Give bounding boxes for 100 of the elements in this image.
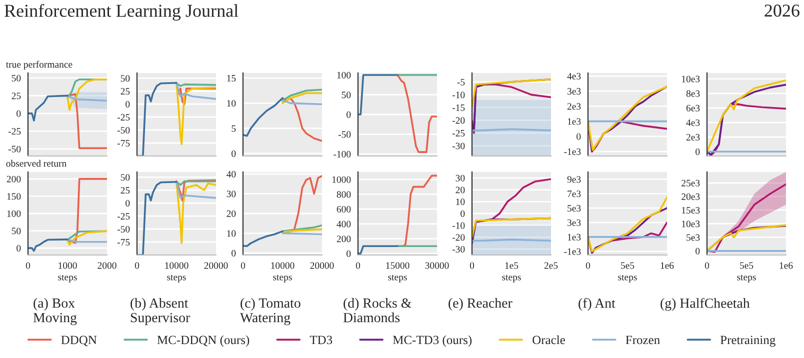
y-tick-label: -30: [452, 246, 465, 253]
y-tick-label: 10: [227, 230, 236, 237]
y-tick-label: 20: [456, 186, 465, 194]
text: (d) Rocks & Diamonds: [343, 298, 412, 322]
line-series: [588, 196, 667, 252]
y-tick-label: 20: [226, 210, 236, 217]
y-tick-label: -25: [117, 213, 130, 220]
y-tick-label: 10: [227, 100, 236, 107]
y-tick-label: -30: [452, 142, 465, 150]
y-tick-label: 25: [120, 88, 130, 95]
y-tick-label: 100: [337, 72, 351, 78]
text: (b) Absent Supervisor: [130, 298, 190, 326]
x-tick-label: 15000: [386, 262, 410, 269]
y-tick-label: 5: [232, 125, 236, 132]
x-tick-label: 1e5: [505, 262, 518, 269]
y-tick-label: 400: [336, 220, 351, 228]
x-tick-label: 20000: [204, 262, 228, 269]
y-tick-label: -25: [452, 130, 465, 136]
y-tick-label: 0: [696, 148, 700, 156]
x-tick-label: 0: [26, 262, 30, 269]
line-series: [472, 217, 551, 238]
y-tick-label: -50: [117, 226, 130, 233]
line-series: [282, 92, 322, 104]
line-series: [282, 97, 322, 142]
y-tick-label: 10: [456, 198, 465, 206]
y-tick-label: 25: [120, 187, 130, 194]
legend-label: Oracle: [532, 335, 565, 344]
y-tick-label: 40: [226, 170, 236, 178]
y-tick-label: 1000: [332, 176, 351, 183]
y-tick-label: 8e3: [686, 90, 700, 97]
x-tick-label: 20000: [310, 262, 334, 269]
y-tick-label: 2e3: [686, 134, 700, 141]
legend-label: MC-DDQN (ours): [157, 335, 250, 347]
y-tick-label: -50: [117, 126, 130, 134]
legend-label: Frozen: [626, 336, 660, 344]
y-tick-label: -10: [452, 222, 465, 229]
y-tick-label: 600: [336, 206, 351, 213]
line-series: [243, 97, 284, 137]
y-tick-label: 15: [227, 74, 236, 82]
y-tick-label: 50: [12, 228, 21, 234]
y-tick-label: 50: [342, 92, 351, 98]
legend-label: DDQN: [61, 336, 97, 346]
y-tick-label: 50: [120, 75, 130, 82]
y-tick-label: 0: [346, 111, 351, 118]
legend-label: Pretraining: [720, 336, 776, 347]
y-tick-label: 30: [226, 190, 236, 198]
x-axis-title: steps: [618, 274, 637, 282]
x-tick-label: 2000: [98, 262, 116, 269]
x-tick-label: 10000: [165, 262, 188, 269]
text: (c) Tomato Watering: [240, 298, 300, 326]
y-tick-label: -75: [117, 140, 130, 146]
y-tick-label: -20: [452, 234, 465, 241]
y-tick-label: 4e3: [686, 119, 700, 126]
y-tick-label: 0: [16, 244, 21, 252]
y-tick-label: 0: [346, 250, 351, 257]
y-tick-label: 20e3: [682, 193, 700, 200]
y-tick-label: 0: [576, 133, 581, 140]
y-tick-label: 1e3: [568, 118, 581, 125]
legend-label: MC-TD3 (ours): [392, 335, 472, 347]
y-tick-label: 10e3: [682, 76, 700, 82]
line-series: [176, 181, 216, 244]
y-tick-label: -100: [334, 150, 351, 158]
y-tick-label: 0: [16, 110, 21, 117]
x-tick-label: 1e6: [780, 262, 793, 269]
x-tick-label: 2e5: [544, 262, 558, 269]
x-axis-title: steps: [58, 274, 77, 282]
x-axis-title: steps: [273, 274, 292, 282]
y-tick-label: -1e3: [564, 148, 581, 155]
line-series: [66, 230, 107, 241]
line-series: [282, 88, 322, 102]
y-tick-label: 5e3: [686, 234, 700, 241]
y-tick-label: 0: [460, 210, 465, 217]
y-tick-label: 0: [232, 150, 236, 157]
y-tick-label: -25: [8, 128, 21, 135]
y-tick-label: 5e3: [568, 205, 581, 212]
x-axis-title: steps: [167, 274, 186, 282]
line-series: [588, 207, 667, 254]
y-tick-label: 3e3: [567, 219, 581, 226]
y-tick-label: -50: [338, 131, 351, 138]
x-tick-label: 5e5: [740, 262, 754, 269]
x-tick-label: 0: [704, 262, 710, 269]
y-tick-label: 0: [232, 250, 236, 256]
y-tick-label: 0: [126, 200, 130, 207]
line-series: [66, 230, 107, 246]
line-series: [176, 82, 216, 145]
x-tick-label: 5e5: [621, 262, 634, 269]
y-tick-label: 4e3: [567, 72, 581, 80]
x-tick-label: 10000: [271, 262, 294, 269]
y-tick-label: 0: [126, 101, 130, 108]
text: (g) HalfCheetah: [660, 298, 750, 311]
line-series: [66, 178, 107, 244]
x-tick-label: 1e6: [660, 262, 674, 269]
y-tick-label: -10: [452, 92, 465, 98]
x-axis-title: steps: [502, 274, 521, 282]
y-tick-label: 150: [7, 193, 21, 200]
y-axis-title: true performance: [6, 60, 72, 70]
line-series: [137, 180, 178, 255]
text: (e) Reacher: [448, 298, 512, 311]
y-tick-label: 800: [336, 191, 351, 198]
x-tick-label: 30000: [425, 262, 449, 269]
